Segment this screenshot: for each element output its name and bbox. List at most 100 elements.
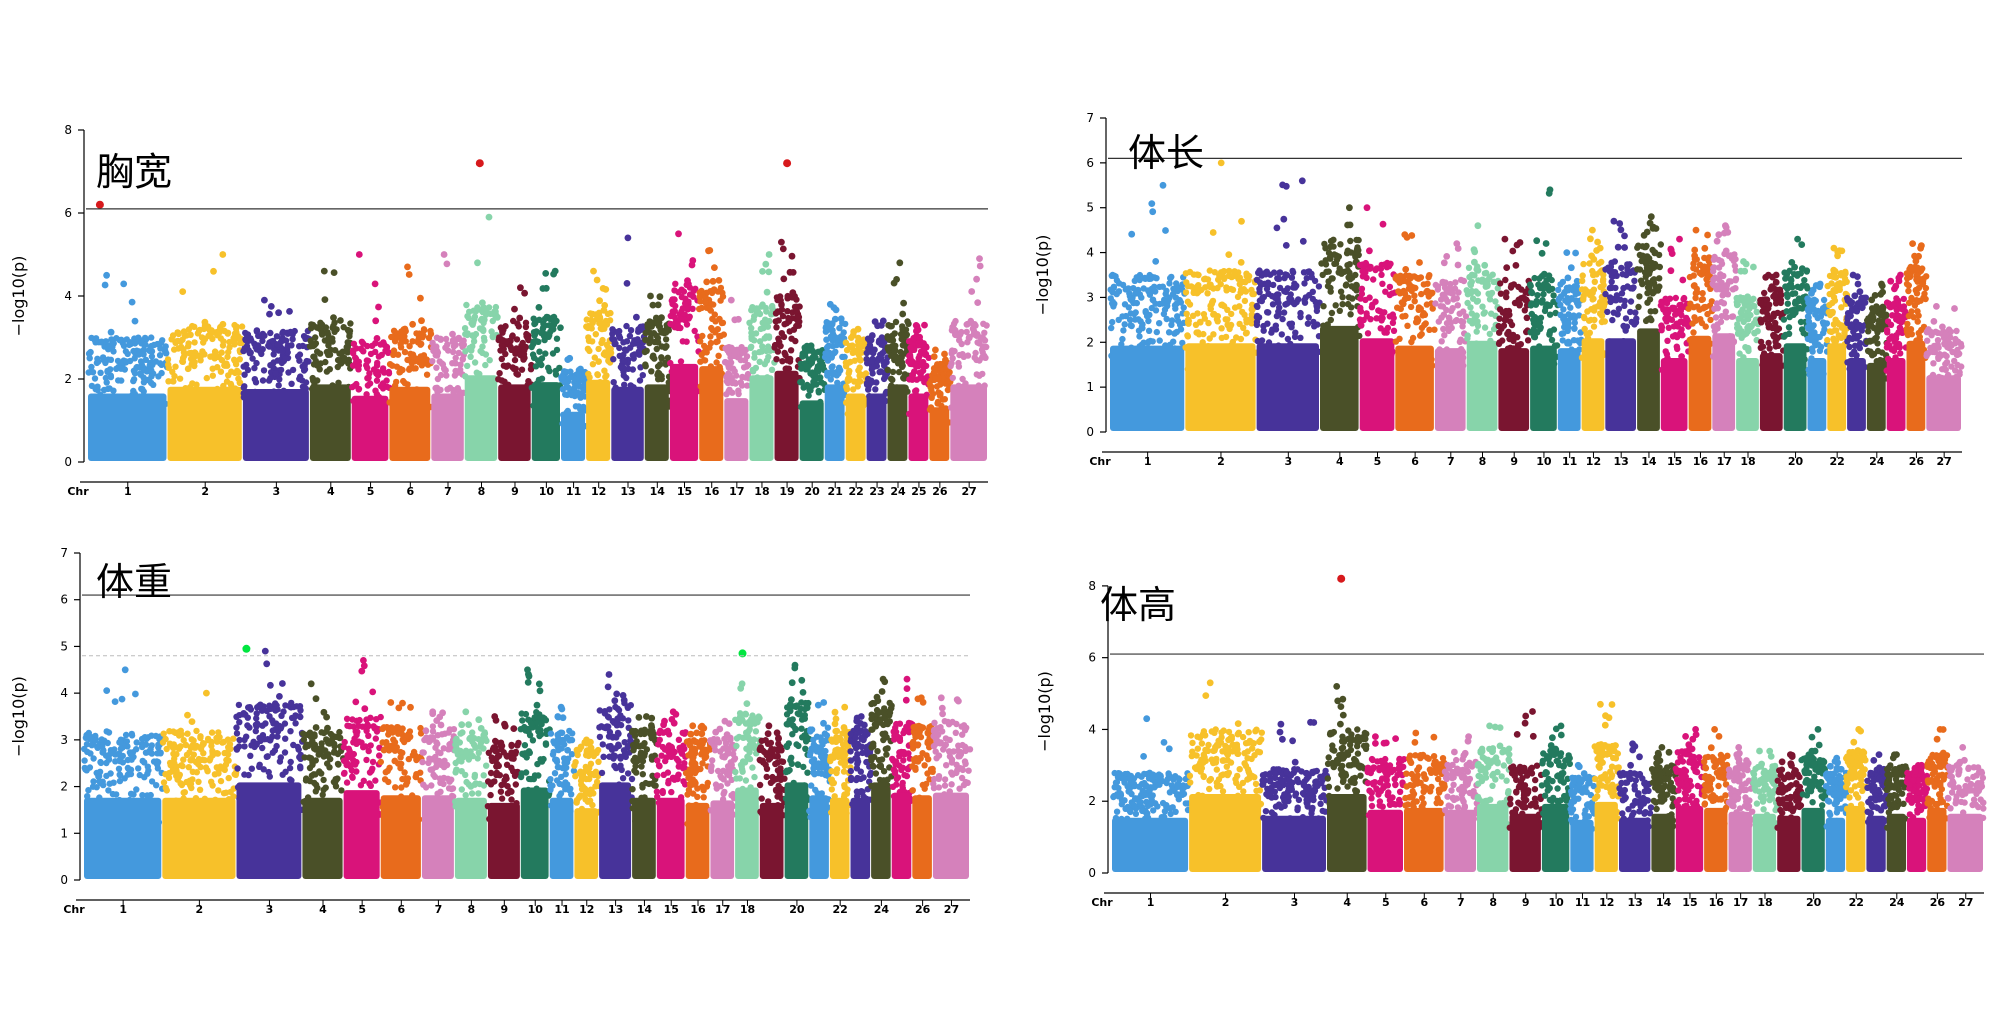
chr-22-points <box>1824 245 1850 431</box>
snp-point <box>159 337 165 343</box>
snp-point <box>1758 339 1764 345</box>
snp-point <box>1370 276 1376 282</box>
snp-point <box>204 375 210 381</box>
snp-point <box>1639 258 1645 264</box>
snp-point <box>941 351 948 358</box>
snp-point <box>738 357 744 363</box>
snp-point <box>1855 281 1862 288</box>
chr-20-points <box>1781 236 1811 431</box>
snp-point <box>353 345 359 351</box>
snp-point <box>345 343 351 349</box>
snp-point <box>266 343 272 349</box>
snp-point <box>1528 289 1534 295</box>
snp-point <box>1743 261 1750 268</box>
snp-point <box>1596 260 1602 266</box>
chr-21-points <box>822 301 849 461</box>
snp-point <box>1355 237 1361 243</box>
snp-point <box>1642 269 1648 275</box>
snp-point <box>462 331 468 337</box>
snp-dense-band <box>1605 338 1636 431</box>
chr-19-points <box>771 239 802 461</box>
chr-4-points <box>307 268 354 461</box>
snp-point <box>1568 264 1575 271</box>
x-tick-label: 25 <box>911 485 926 498</box>
snp-point <box>1746 305 1752 311</box>
snp-point <box>1676 236 1683 243</box>
snp-point <box>714 338 720 344</box>
snp-point <box>1219 335 1225 341</box>
snp-point <box>1336 253 1342 259</box>
snp-point <box>1364 204 1371 211</box>
snp-point <box>616 345 622 351</box>
snp-point <box>1724 282 1730 288</box>
snp-point <box>892 330 898 336</box>
snp-point <box>1322 245 1328 251</box>
snp-point <box>266 311 273 318</box>
chr-25-points <box>1884 272 1910 431</box>
snp-point <box>1177 322 1183 328</box>
snp-point <box>536 304 543 311</box>
snp-point <box>1408 339 1414 345</box>
snp-point <box>243 362 249 368</box>
snp-point <box>757 338 763 344</box>
snp-point <box>1745 345 1751 351</box>
snp-point <box>1635 304 1641 310</box>
snp-point <box>1547 328 1553 334</box>
snp-point <box>1257 279 1263 285</box>
snp-point <box>1347 222 1354 229</box>
snp-point <box>191 363 197 369</box>
snp-point <box>1464 287 1470 293</box>
snp-point <box>536 349 542 355</box>
snp-point <box>479 299 486 306</box>
snp-point <box>233 329 239 335</box>
snp-point <box>1888 322 1894 328</box>
snp-point <box>766 333 772 339</box>
snp-point <box>289 336 295 342</box>
snp-point <box>148 367 154 373</box>
snp-point <box>1163 291 1169 297</box>
snp-point <box>832 316 839 323</box>
snp-point <box>279 330 285 336</box>
snp-point <box>1701 245 1708 252</box>
snp-point <box>1885 344 1891 350</box>
snp-point <box>1710 265 1716 271</box>
snp-point <box>817 374 823 380</box>
snp-point <box>711 264 718 271</box>
snp-point <box>379 352 385 358</box>
snp-point <box>1908 295 1914 301</box>
snp-point <box>937 392 943 398</box>
snp-point <box>1226 326 1232 332</box>
snp-point <box>1337 241 1343 247</box>
snp-point <box>546 332 552 338</box>
snp-point <box>1471 248 1478 255</box>
snp-point <box>1699 290 1705 296</box>
snp-point <box>427 328 433 334</box>
snp-point <box>1616 220 1623 227</box>
x-tick-label: 5 <box>367 485 375 498</box>
snp-point <box>494 314 500 320</box>
snp-point <box>1809 348 1815 354</box>
snp-point <box>1283 183 1290 190</box>
snp-point <box>917 375 923 381</box>
snp-point <box>1443 307 1449 313</box>
snp-point <box>105 344 111 350</box>
snp-point <box>907 345 913 351</box>
snp-point <box>1128 322 1134 328</box>
x-tick-label: 27 <box>962 485 977 498</box>
snp-dense-band <box>561 412 585 461</box>
snp-point <box>643 363 649 369</box>
snp-point <box>769 303 775 309</box>
snp-point <box>1301 297 1307 303</box>
snp-point <box>777 343 783 349</box>
snp-point <box>1243 271 1249 277</box>
snp-point <box>466 345 472 351</box>
snp-point <box>1210 331 1216 337</box>
snp-point <box>787 328 793 334</box>
snp-dense-band <box>1185 343 1255 431</box>
snp-point <box>679 294 685 300</box>
snp-point <box>1924 338 1930 344</box>
snp-point <box>1904 281 1910 287</box>
snp-point <box>869 332 876 339</box>
snp-point <box>1879 283 1886 290</box>
